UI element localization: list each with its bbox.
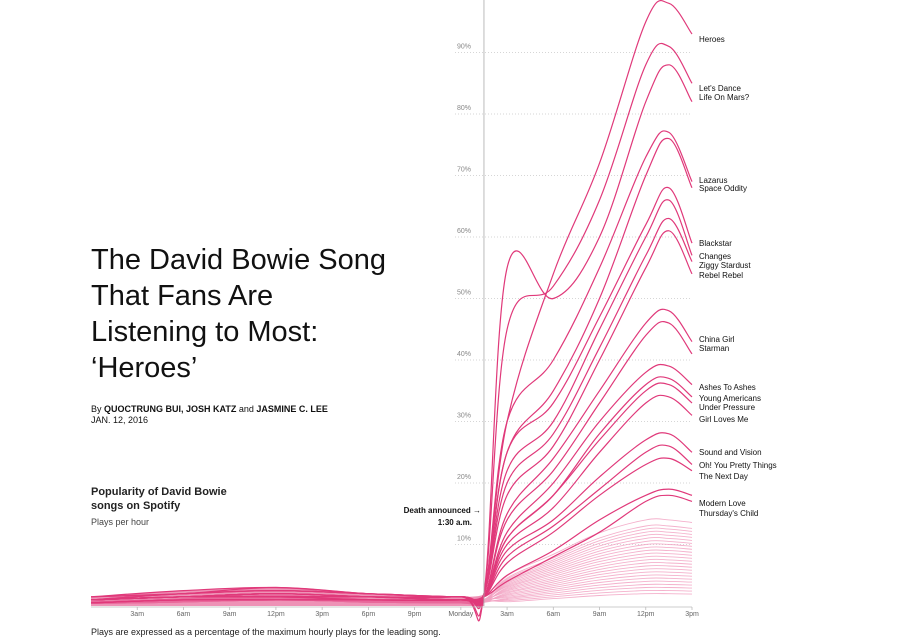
- chart-title: Popularity of David Bowie songs on Spoti…: [91, 486, 227, 512]
- x-tick-label: Monday: [448, 611, 473, 618]
- song-label: Starman: [699, 344, 729, 353]
- y-tick-label: 40%: [457, 351, 471, 358]
- series-line: [90, 42, 693, 617]
- song-label: Oh! You Pretty Things: [699, 461, 777, 470]
- y-tick-label: 10%: [457, 536, 471, 543]
- byline-prefix: By: [91, 404, 105, 414]
- x-tick-label: 3am: [500, 611, 514, 618]
- series-line: [90, 432, 693, 603]
- gridlines: [455, 52, 692, 545]
- y-tick-label: 50%: [457, 290, 471, 297]
- byline-authors: QUOCTRUNG BUI, JOSH KATZ: [104, 404, 237, 414]
- x-tick-label: 9pm: [408, 611, 422, 618]
- song-label: Space Oddity: [699, 184, 747, 193]
- song-label: Under Pressure: [699, 403, 756, 412]
- publish-date: JAN. 12, 2016: [91, 415, 149, 425]
- song-label: Changes: [699, 252, 731, 261]
- song-label: Girl Loves Me: [699, 415, 749, 424]
- chart-subtitle: Plays per hour: [91, 517, 150, 527]
- x-tick-label: 12pm: [267, 611, 285, 618]
- x-tick-label: 9am: [593, 611, 607, 618]
- x-tick-label: 6am: [546, 611, 560, 618]
- x-tick-label: 3am: [130, 611, 144, 618]
- song-label: Thursday's Child: [699, 509, 758, 518]
- series-line: [90, 321, 693, 605]
- y-tick-label: 90%: [457, 44, 471, 51]
- y-tick-label: 20%: [457, 474, 471, 481]
- song-label: Lazarus: [699, 176, 727, 185]
- series-line: [90, 444, 693, 602]
- x-tick-label: 3pm: [315, 611, 329, 618]
- annotation-line1: Death announced →: [404, 506, 481, 515]
- song-label: Heroes: [699, 35, 725, 44]
- x-tick-label: 6pm: [362, 611, 376, 618]
- faint-song-lines: [90, 518, 693, 606]
- song-label: Let's Dance: [699, 84, 742, 93]
- song-label: Life On Mars?: [699, 93, 750, 102]
- annotation-line2: 1:30 a.m.: [438, 518, 472, 527]
- footnote: Plays are expressed as a percentage of t…: [91, 627, 441, 637]
- y-tick-label: 80%: [457, 105, 471, 112]
- byline-and: and: [236, 404, 257, 414]
- death-annotation: Death announced → 1:30 a.m.: [404, 0, 485, 606]
- song-label: Sound and Vision: [699, 448, 762, 457]
- y-tick-label: 30%: [457, 413, 471, 420]
- song-label: Modern Love: [699, 499, 746, 508]
- song-label: Blackstar: [699, 239, 732, 248]
- y-tick-labels: 10% 20% 30% 40% 50% 60% 70% 80% 90%: [457, 44, 471, 543]
- song-label: Ziggy Stardust: [699, 261, 751, 270]
- x-tick-label: 6am: [177, 611, 191, 618]
- headline-title: The David Bowie Song That Fans Are Liste…: [91, 244, 386, 384]
- x-axis: 3am 6am 9am 12pm 3pm 6pm 9pm Monday 3am 6am 9am 12p…: [91, 606, 699, 618]
- x-tick-label: 3pm: [685, 611, 699, 618]
- y-tick-label: 70%: [457, 167, 471, 174]
- x-tick-label: 12pm: [637, 611, 655, 618]
- song-label: China Girl: [699, 335, 735, 344]
- song-label: Young Americans: [699, 394, 761, 403]
- byline: By QUOCTRUNG BUI, JOSH KATZ and JASMINE …: [91, 404, 328, 426]
- song-label: The Next Day: [699, 472, 748, 481]
- y-tick-label: 60%: [457, 228, 471, 235]
- song-label: Rebel Rebel: [699, 271, 743, 280]
- x-tick-label: 9am: [223, 611, 237, 618]
- byline-author-last: JASMINE C. LEE: [256, 404, 328, 414]
- song-label: Ashes To Ashes: [699, 383, 756, 392]
